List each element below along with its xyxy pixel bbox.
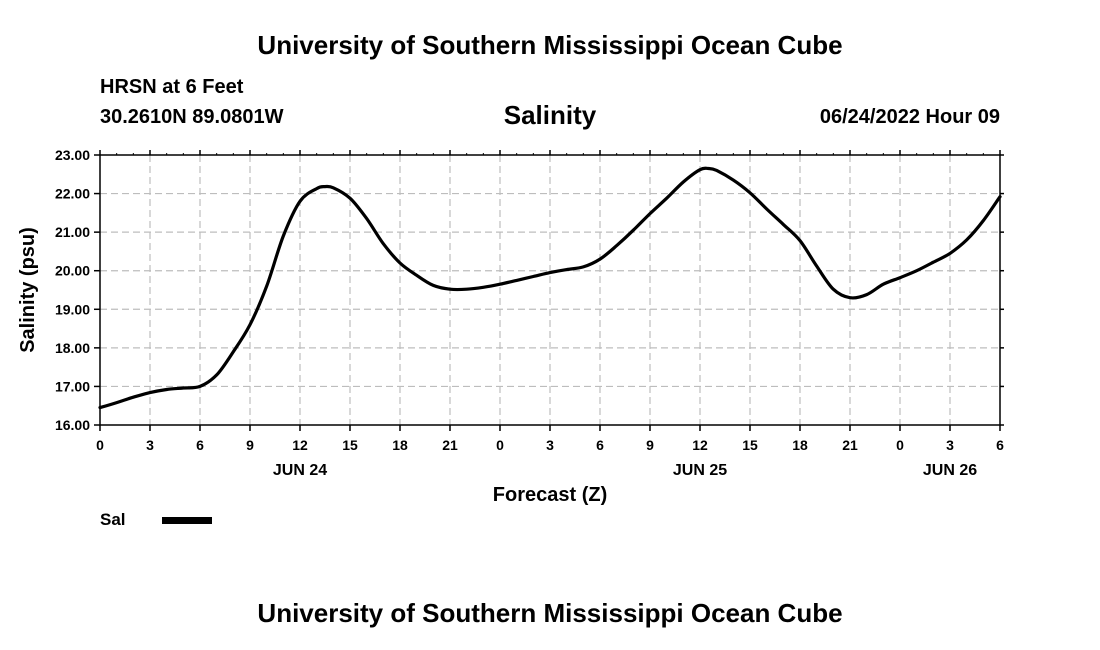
- x-tick-label: 3: [946, 437, 954, 453]
- forecast-run-time: 06/24/2022 Hour 09: [819, 106, 1000, 128]
- y-tick-label: 16.00: [55, 417, 90, 433]
- series-line-sal: [98, 166, 1002, 410]
- x-tick-label: 18: [392, 437, 408, 453]
- x-tick-label: 0: [496, 437, 504, 453]
- y-tick-label: 19.00: [55, 301, 90, 317]
- axis-labels: 0 3 6 9 12 15 18 21 0 3 6 9 12 15 18 21 0 3 6 16.00 17.00 18.…: [17, 147, 1004, 506]
- page-title: University of Southern Mississippi Ocean…: [257, 30, 843, 60]
- x-tick-label: 0: [96, 437, 104, 453]
- grid: [100, 155, 1000, 425]
- day-label: JUN 25: [673, 462, 727, 479]
- x-tick-label: 21: [842, 437, 858, 453]
- x-tick-label: 6: [196, 437, 204, 453]
- x-tick-label: 3: [146, 437, 154, 453]
- axis-ticks: [94, 150, 1004, 431]
- y-axis-title: Salinity (psu): [17, 227, 39, 353]
- x-tick-label: 15: [742, 437, 758, 453]
- station-coordinates: 30.2610N 89.0801W: [100, 106, 284, 128]
- y-tick-label: 22.00: [55, 186, 90, 202]
- y-tick-label: 18.00: [55, 340, 90, 356]
- y-tick-label: 17.00: [55, 378, 90, 394]
- y-tick-label: 20.00: [55, 263, 90, 279]
- x-tick-label: 3: [546, 437, 554, 453]
- series-layer: [98, 166, 1002, 410]
- x-tick-label: 18: [792, 437, 808, 453]
- footer-title: University of Southern Mississippi Ocean…: [257, 598, 843, 628]
- x-axis-title: Forecast (Z): [493, 484, 607, 506]
- legend-line-swatch: [162, 517, 212, 524]
- plot-frame: [99, 154, 1001, 426]
- day-label: JUN 26: [923, 462, 977, 479]
- chart-title: Salinity: [503, 100, 597, 130]
- x-tick-label: 9: [646, 437, 654, 453]
- x-tick-label: 0: [896, 437, 904, 453]
- x-tick-label: 21: [442, 437, 458, 453]
- y-tick-label: 21.00: [55, 224, 90, 240]
- x-tick-label: 15: [342, 437, 358, 453]
- y-tick-label: 23.00: [55, 147, 90, 163]
- x-tick-label: 6: [996, 437, 1004, 453]
- day-label: JUN 24: [273, 462, 327, 479]
- station-label: HRSN at 6 Feet: [100, 76, 244, 98]
- x-tick-label: 12: [692, 437, 708, 453]
- x-tick-label: 6: [596, 437, 604, 453]
- legend-label: Sal: [100, 510, 126, 529]
- x-tick-label: 9: [246, 437, 254, 453]
- x-tick-label: 12: [292, 437, 308, 453]
